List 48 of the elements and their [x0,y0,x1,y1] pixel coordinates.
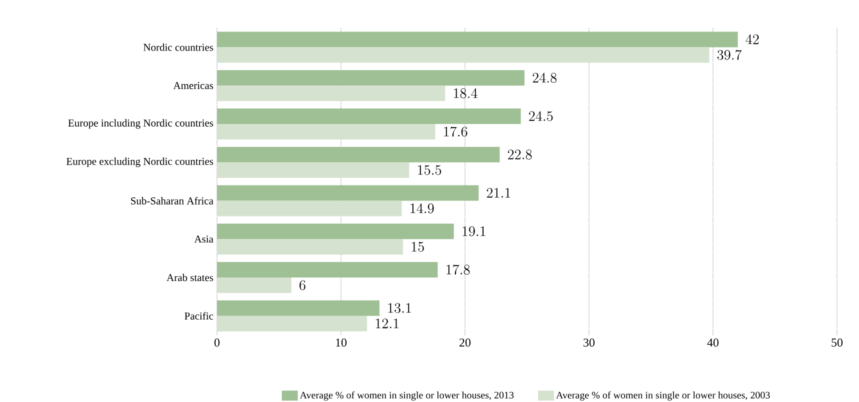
data-label: 6 [300,280,306,290]
legend-label: Average % of women in single or lower houses, 2003 [556,391,770,401]
bar [217,262,438,278]
x-tick-label: 40 [707,338,719,347]
data-label: 24.8 [532,72,557,83]
data-label: 18.4 [454,88,478,98]
data-label: 15 [412,242,424,252]
bar [217,32,738,48]
data-label: 17.6 [444,126,468,137]
data-label: 42 [746,34,759,44]
y-tick-label: Nordic countries [143,44,214,51]
y-tick-label: Europe excluding Nordic countries [66,158,214,168]
y-tick-label: Americas [173,82,214,90]
x-tick-label: 10 [336,338,347,347]
bar [217,277,292,293]
data-label: 14.9 [410,203,434,214]
data-label: 12. 1 [376,318,398,328]
bar [217,108,521,124]
bar [217,200,402,216]
data-label: 21 . 1 [486,188,510,198]
x-tick-label: 50 [832,338,843,347]
y-tick-label: Pacific [184,312,214,320]
bar [217,185,479,201]
data-label: 39.7 [717,50,742,60]
data-label: 22.8 [508,150,532,160]
data-label: 24.5 [529,111,553,122]
bar [217,146,500,162]
data-label: 15.5 [418,165,442,176]
bar [217,70,525,86]
x-tick-label: 20 [460,338,471,347]
bar [217,239,403,255]
y-tick-label: Arab states [166,274,214,282]
x-tick-label: 0 [214,338,220,347]
y-tick-label: Sub-Saharan Africa [131,196,214,204]
data-label: 13. 1 [388,303,411,314]
legend-label: Average % of women in single or lower houses, 2013 [300,391,514,401]
data-label: 19. 1 [462,226,486,236]
bar [217,162,410,178]
bar [217,300,380,316]
bar [217,124,436,140]
y-tick-label: Asia [194,236,214,243]
x-tick-label: 30 [584,338,595,347]
bar [217,86,446,102]
data-label: 17.8 [446,264,470,275]
y-tick-label: Europe including Nordic countries [68,119,214,129]
bar [217,224,454,240]
bar [217,316,368,332]
bar [217,47,710,63]
